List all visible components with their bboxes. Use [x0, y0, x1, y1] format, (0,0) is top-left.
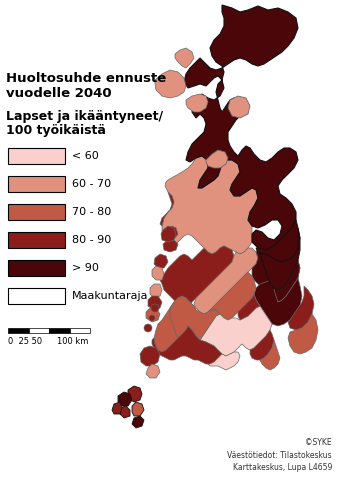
- Polygon shape: [155, 70, 186, 98]
- Polygon shape: [118, 392, 132, 406]
- Text: ©SYKE
Väestötiedot: Tilastokeskus
Karttakeskus, Lupa L4659: ©SYKE Väestötiedot: Tilastokeskus Kartta…: [227, 438, 332, 472]
- Polygon shape: [208, 272, 256, 320]
- Text: 0  25 50: 0 25 50: [8, 337, 42, 346]
- Polygon shape: [154, 254, 168, 268]
- Polygon shape: [146, 364, 160, 378]
- Bar: [8, 288, 65, 304]
- Text: vuodelle 2040: vuodelle 2040: [6, 87, 112, 100]
- Polygon shape: [162, 226, 178, 240]
- Polygon shape: [206, 150, 228, 168]
- Polygon shape: [260, 228, 300, 290]
- Text: Maakuntaraja: Maakuntaraja: [72, 291, 148, 301]
- Polygon shape: [112, 402, 122, 414]
- Bar: [8, 328, 28, 333]
- Polygon shape: [140, 346, 160, 366]
- Polygon shape: [274, 260, 300, 302]
- Text: 80 - 90: 80 - 90: [72, 235, 111, 245]
- Circle shape: [151, 304, 159, 312]
- Polygon shape: [250, 330, 274, 360]
- Text: 60 - 70: 60 - 70: [72, 179, 111, 189]
- Bar: [8, 260, 65, 276]
- Polygon shape: [160, 246, 234, 308]
- Polygon shape: [146, 308, 160, 322]
- Bar: [8, 176, 65, 192]
- Bar: [49, 328, 69, 333]
- Polygon shape: [260, 340, 280, 370]
- Polygon shape: [128, 386, 142, 402]
- Polygon shape: [288, 286, 314, 330]
- Polygon shape: [163, 240, 178, 252]
- Polygon shape: [184, 5, 298, 250]
- Text: < 60: < 60: [72, 151, 99, 161]
- Bar: [69, 328, 90, 333]
- Bar: [28, 328, 49, 333]
- Polygon shape: [160, 192, 174, 226]
- Polygon shape: [254, 278, 302, 326]
- Polygon shape: [152, 326, 222, 364]
- Polygon shape: [152, 266, 164, 280]
- Text: 100 työikäistä: 100 työikäistä: [6, 124, 106, 137]
- Polygon shape: [194, 248, 258, 314]
- Polygon shape: [288, 314, 318, 354]
- Polygon shape: [150, 284, 162, 298]
- Polygon shape: [228, 96, 250, 118]
- Polygon shape: [132, 402, 144, 416]
- Polygon shape: [120, 406, 130, 418]
- Text: Lapset ja ikääntyneet/: Lapset ja ikääntyneet/: [6, 110, 163, 123]
- Polygon shape: [132, 416, 144, 428]
- Polygon shape: [186, 94, 208, 112]
- Text: Huoltosuhde ennuste: Huoltosuhde ennuste: [6, 72, 166, 85]
- Bar: [8, 204, 65, 220]
- Polygon shape: [208, 352, 240, 370]
- Text: > 90: > 90: [72, 263, 99, 273]
- Polygon shape: [148, 296, 162, 310]
- Polygon shape: [170, 296, 220, 340]
- Polygon shape: [200, 306, 272, 356]
- Polygon shape: [238, 294, 260, 320]
- Circle shape: [144, 324, 152, 332]
- Polygon shape: [175, 48, 194, 68]
- Bar: [8, 148, 65, 164]
- Polygon shape: [154, 296, 196, 352]
- Polygon shape: [252, 248, 300, 302]
- Polygon shape: [162, 156, 258, 254]
- Circle shape: [149, 315, 155, 321]
- Text: 70 - 80: 70 - 80: [72, 207, 111, 217]
- Text: 100 km: 100 km: [57, 337, 88, 346]
- Polygon shape: [256, 220, 300, 262]
- Polygon shape: [161, 226, 176, 242]
- Bar: [8, 232, 65, 248]
